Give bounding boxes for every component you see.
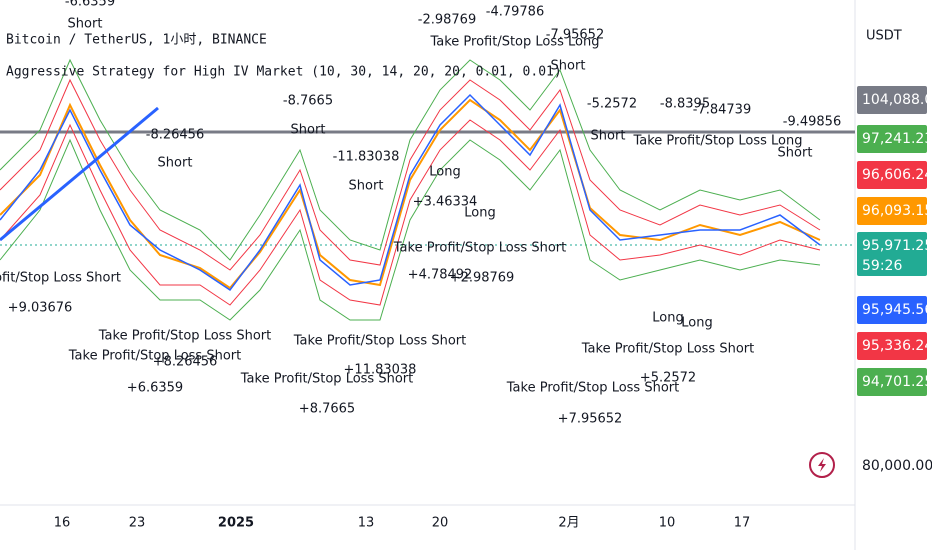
- trade-label: Take Profit/Stop Loss Long: [429, 35, 599, 50]
- trade-label: -8.8395: [660, 97, 710, 112]
- time-label: 23: [129, 516, 146, 531]
- price-tag: [857, 368, 927, 396]
- trade-label: Long: [464, 206, 495, 221]
- trade-label: -11.83038: [333, 150, 400, 165]
- trade-label: -5.2572: [587, 97, 637, 112]
- trade-label: +9.03676: [8, 301, 73, 316]
- trade-label: +2.98769: [450, 271, 515, 286]
- trade-label: Long: [652, 311, 683, 326]
- trade-label: -8.26456: [146, 128, 204, 143]
- price-tag: [857, 296, 927, 324]
- currency[interactable]: USDT: [866, 29, 902, 44]
- price-tag: [857, 161, 927, 189]
- trade-label: -4.79786: [486, 5, 544, 20]
- price-label: 80,000.00: [862, 458, 932, 474]
- trade-label: Short: [551, 59, 586, 74]
- time-label: 2月: [558, 516, 579, 531]
- lightning-icon[interactable]: [809, 452, 835, 478]
- price-axis: 104,088.00 97,241.23 96,606.24 96,093.15 95,…: [857, 86, 932, 474]
- trade-label: Short: [778, 146, 813, 161]
- trend-line: [0, 106, 159, 242]
- trade-label: +7.95652: [558, 412, 623, 427]
- trade-label: +3.46334: [413, 195, 478, 210]
- trade-label: -8.7665: [283, 94, 333, 109]
- trade-label: Take Profit/Stop Loss Short: [240, 372, 413, 387]
- trade-label: Take Profit/Stop Loss Short: [581, 342, 754, 357]
- trade-label: Take Profit/Stop Loss Long: [632, 134, 802, 149]
- price-label: 96,093.15: [862, 203, 932, 219]
- countdown: 59:26: [862, 258, 902, 274]
- trade-label: Short: [591, 129, 626, 144]
- time-label: 2025: [218, 516, 254, 531]
- price-label: 95,971.25: [862, 238, 932, 254]
- trade-label: Long: [429, 165, 460, 180]
- time-axis: 16 23 2025 13 20 2月 10 17: [54, 516, 751, 531]
- trade-label: Long: [681, 316, 712, 331]
- trade-label: -7.84739: [693, 103, 751, 118]
- price-tag: [857, 197, 927, 225]
- moving-average: [0, 98, 821, 290]
- price-tag: [857, 232, 927, 276]
- trade-label: Take Profit/Stop Loss Short: [506, 381, 679, 396]
- time-label: 13: [358, 516, 375, 531]
- time-label: 16: [54, 516, 71, 531]
- price-tag: [857, 125, 927, 153]
- price-label: 95,336.24: [862, 338, 932, 354]
- price-tag: [857, 332, 927, 360]
- trade-label: +5.2572: [640, 371, 696, 386]
- annotations: -6.6359 Short -8.26456 Short -8.7665 Short -11…: [0, 0, 841, 427]
- trade-label: Take Profit/Stop Loss Short: [98, 329, 271, 344]
- trade-label: Take Profit/Stop Loss Short: [293, 334, 466, 349]
- trade-label: Short: [291, 123, 326, 138]
- trade-label: -7.95652: [546, 28, 604, 43]
- trade-label: Take Profit/Stop Loss Short: [68, 349, 241, 364]
- trade-label: Short: [68, 17, 103, 32]
- price-label: 95,945.56: [862, 302, 932, 318]
- trade-label: Short: [158, 156, 193, 171]
- trade-label: +6.6359: [127, 381, 183, 396]
- time-label: 10: [659, 516, 676, 531]
- trade-label: +11.83038: [344, 363, 417, 378]
- trade-label: +4.78492: [408, 268, 473, 283]
- symbol-title: Bitcoin / TetherUS, 1小时, BINANCE: [6, 33, 267, 48]
- price-tag: [857, 86, 927, 114]
- trade-label: -9.49856: [783, 115, 841, 130]
- time-label: 20: [432, 516, 449, 531]
- price-label: 94,701.25: [862, 374, 932, 390]
- trade-label: +8.7665: [299, 402, 355, 417]
- trade-label: +8.26456: [153, 355, 218, 370]
- time-label: 17: [734, 516, 751, 531]
- trade-label: Short: [349, 179, 384, 194]
- price-label: 104,088.00: [862, 92, 932, 108]
- trade-label: Take Profit/Stop Loss Short: [393, 241, 566, 256]
- indicator-title: Aggressive Strategy for High IV Market (…: [6, 65, 562, 80]
- price-line: [0, 93, 821, 292]
- trade-label: rofit/Stop Loss Short: [0, 271, 121, 286]
- price-label: 96,606.24: [862, 167, 932, 183]
- trade-label: -6.6359: [65, 0, 115, 10]
- bands: [0, 58, 821, 321]
- trade-label: -2.98769: [418, 13, 476, 28]
- price-label: 97,241.23: [862, 131, 932, 147]
